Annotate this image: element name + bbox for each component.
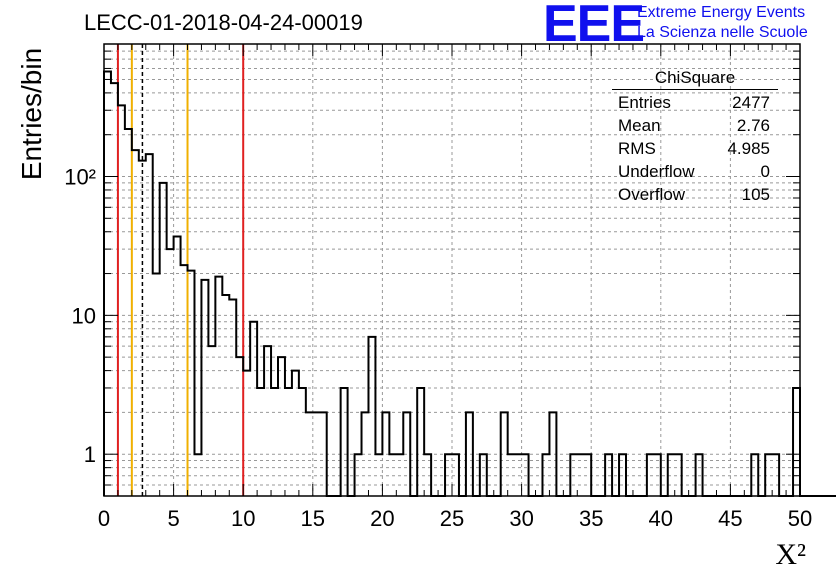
histogram-bin — [118, 105, 125, 496]
histogram-bin — [285, 388, 292, 496]
stats-label: Overflow — [618, 185, 686, 204]
stats-row-rms: RMS 4.985 — [612, 137, 778, 160]
x-tick-label: 35 — [579, 506, 603, 531]
histogram-bin — [341, 388, 348, 496]
histogram-bin — [132, 150, 139, 496]
histogram-bin — [793, 388, 800, 496]
x-tick-label: 45 — [718, 506, 742, 531]
x-tick-label: 50 — [788, 506, 812, 531]
histogram-bin — [417, 388, 424, 496]
histogram-bin — [236, 357, 243, 496]
histogram-bin — [104, 72, 111, 496]
stats-row-entries: Entries 2477 — [612, 91, 778, 114]
histogram-bin — [368, 337, 375, 496]
histogram-bin — [174, 236, 181, 496]
stats-box: ChiSquare Entries 2477 Mean 2.76 RMS 4.9… — [612, 68, 778, 206]
logo-line-2: La Scienza nelle Scuole — [637, 24, 808, 41]
histogram-bin — [167, 249, 174, 496]
histogram-bin — [188, 271, 195, 496]
histogram-bin — [222, 295, 229, 496]
histogram-bin — [243, 371, 250, 496]
logo-line-1: Extreme Energy Events — [637, 4, 806, 21]
stats-row-underflow: Underflow 0 — [612, 160, 778, 183]
stats-label: Underflow — [618, 162, 695, 181]
x-tick-label: 30 — [509, 506, 533, 531]
x-tick-label: 25 — [440, 506, 464, 531]
x-tick-label: 5 — [167, 506, 179, 531]
histogram-bin — [146, 154, 153, 496]
histogram-bin — [181, 265, 188, 496]
x-tick-label: 0 — [98, 506, 110, 531]
stats-row-overflow: Overflow 105 — [612, 183, 778, 206]
histogram-bin — [153, 274, 160, 496]
stats-label: Entries — [618, 93, 671, 112]
plot-title: LECC-01-2018-04-24-00019 — [84, 10, 363, 35]
histogram-bin — [208, 346, 215, 496]
stats-value: 105 — [741, 185, 770, 204]
histogram-bin — [264, 346, 271, 496]
histogram-bin — [111, 83, 118, 496]
x-tick-label: 40 — [649, 506, 673, 531]
stats-label: Mean — [618, 116, 661, 135]
x-tick-label: 10 — [231, 506, 255, 531]
histogram-bin — [271, 388, 278, 496]
stats-value: 2.76 — [736, 116, 770, 135]
x-axis-label: X² — [775, 538, 806, 571]
stats-row-mean: Mean 2.76 — [612, 114, 778, 137]
histogram-bin — [160, 183, 167, 496]
stats-value: 2477 — [732, 93, 770, 112]
y-tick-label: 10 — [72, 303, 96, 328]
histogram-bin — [125, 129, 132, 496]
histogram-bin — [299, 388, 306, 496]
histogram-bin — [278, 357, 285, 496]
histogram-bin — [250, 322, 257, 496]
stats-value: 0 — [760, 162, 770, 181]
x-tick-label: 20 — [370, 506, 394, 531]
stats-label: RMS — [618, 139, 656, 158]
stats-value: 4.985 — [727, 139, 770, 158]
y-tick-label: 1 — [84, 442, 96, 467]
stats-title: ChiSquare — [612, 68, 778, 90]
histogram-bin — [215, 277, 222, 496]
histogram-bin — [257, 388, 264, 496]
x-tick-label: 15 — [301, 506, 325, 531]
y-tick-label: 10² — [64, 164, 96, 189]
histogram-bin — [292, 371, 299, 496]
